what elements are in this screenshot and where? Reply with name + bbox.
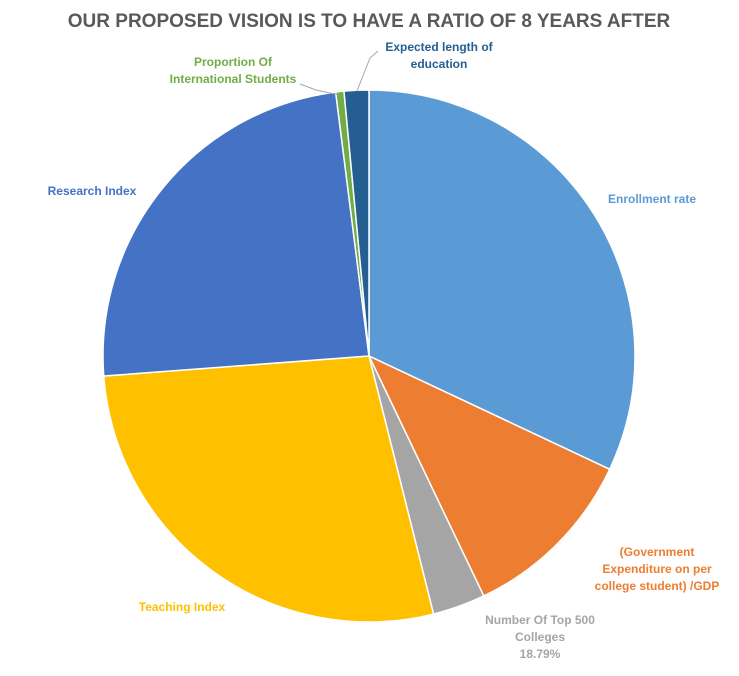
chart-title: OUR PROPOSED VISION IS TO HAVE A RATIO O… bbox=[68, 11, 671, 32]
label-proportion-of-international-students: Proportion Of International Students bbox=[170, 55, 297, 86]
label-line: Expected length of bbox=[385, 40, 493, 54]
label-line: Colleges bbox=[515, 630, 565, 644]
label-line: Expenditure on per bbox=[602, 562, 712, 576]
label-line: Number Of Top 500 bbox=[485, 613, 595, 627]
slice-enrollment-rate bbox=[368, 89, 636, 471]
label-expected-length-of-education: Expected length of education bbox=[385, 40, 493, 71]
label-line: International Students bbox=[170, 72, 297, 86]
label-line: Teaching Index bbox=[139, 600, 226, 614]
label-line: 18.79% bbox=[520, 647, 561, 661]
slice-labels: Enrollment rate (Government Expenditure on… bbox=[48, 40, 720, 661]
leader-proportion-of-international-students bbox=[299, 83, 340, 96]
label-enrollment-rate: Enrollment rate bbox=[608, 192, 696, 206]
label-line: Research Index bbox=[48, 184, 137, 198]
leader-lines bbox=[299, 50, 379, 96]
slice-expected-length-of-education bbox=[343, 89, 370, 357]
pie-slices bbox=[102, 89, 636, 623]
label-teaching-index: Teaching Index bbox=[139, 600, 226, 614]
label-line: (Government bbox=[620, 545, 695, 559]
label-line: Proportion Of bbox=[194, 55, 273, 69]
leader-expected-length-of-education bbox=[356, 50, 379, 92]
slice-government-expenditure-on-per-college-student-gdp bbox=[367, 354, 611, 597]
label-research-index: Research Index bbox=[48, 184, 137, 198]
label-line: Enrollment rate bbox=[608, 192, 696, 206]
label-line: education bbox=[411, 57, 468, 71]
label-number-of-top-500-colleges: Number Of Top 500 Colleges 18.79% bbox=[485, 613, 595, 661]
slice-research-index bbox=[102, 91, 370, 377]
slice-teaching-index bbox=[102, 355, 435, 623]
label-line: college student) /GDP bbox=[595, 579, 720, 593]
label-government-expenditure-on-per-college-student-gdp: (Government Expenditure on per college stu… bbox=[595, 545, 720, 593]
